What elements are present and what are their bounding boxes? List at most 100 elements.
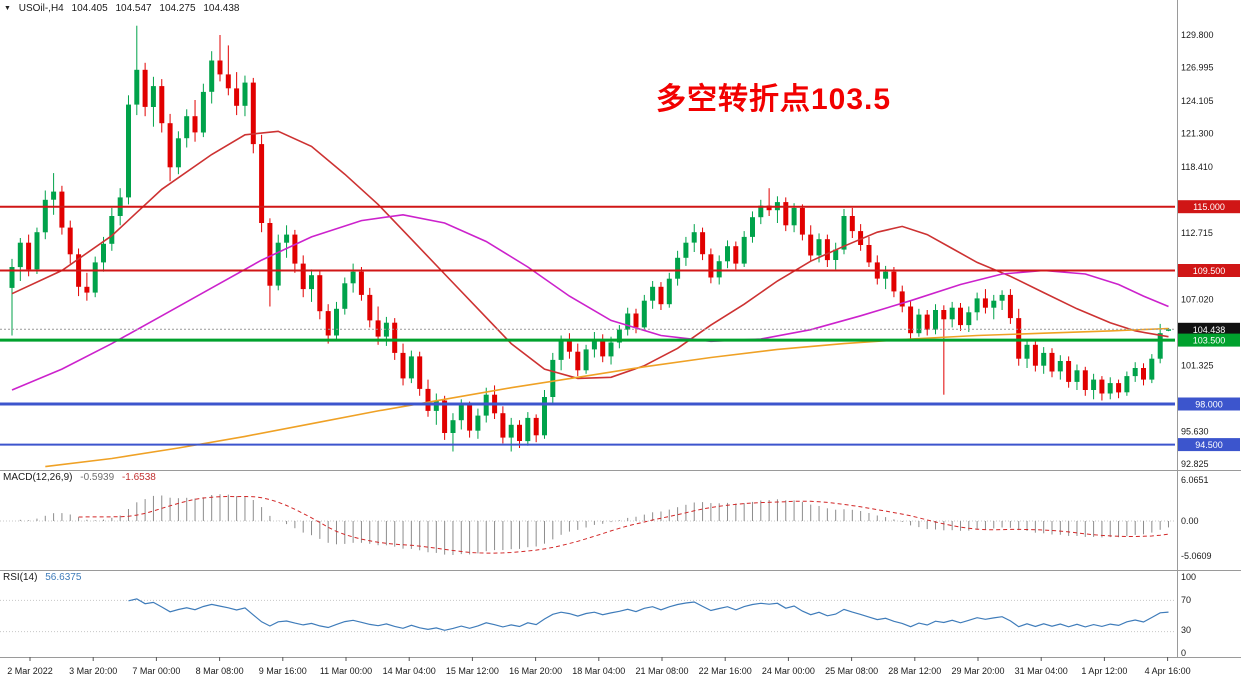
price-axis-label: 107.020 [1181,294,1214,304]
macd-axis-label: 6.0651 [1181,475,1209,485]
candle-body [999,294,1005,301]
price-badge-label: 109.500 [1193,266,1226,276]
ohlc-close: 104.438 [203,3,240,14]
date-label[interactable]: 15 Mar 12:00 [446,666,499,676]
candle-body [700,232,706,255]
price-axis-label: 101.325 [1181,360,1214,370]
date-label[interactable]: 16 Mar 20:00 [509,666,562,676]
candle-body [101,243,106,263]
price-badge [1178,264,1240,277]
candle-body [666,278,672,305]
date-label[interactable]: 18 Mar 04:00 [572,666,625,676]
candle-body [833,249,839,260]
collapse-chevron-icon[interactable]: ▼ [4,5,11,12]
date-label[interactable]: 25 Mar 08:00 [825,666,878,676]
candle-body [42,199,48,233]
candle-body [517,424,522,441]
date-label[interactable]: 22 Mar 16:00 [699,666,752,676]
date-label[interactable]: 28 Mar 12:00 [888,666,941,676]
date-label[interactable]: 14 Mar 04:00 [383,666,436,676]
candle-body [142,69,148,107]
macd-signal-line [78,495,1169,554]
candle-body [92,262,98,293]
price-axis-label: 126.995 [1181,63,1214,73]
candle-body [908,306,914,334]
candle-body [841,216,847,250]
candle-body [866,245,872,263]
candle-body [799,207,805,235]
rsi-axis-label: 70 [1181,595,1191,605]
candle-body [608,342,614,357]
candle-body [949,307,955,320]
ma-fast-red-line [11,130,1169,380]
date-label[interactable]: 3 Mar 20:00 [69,666,117,676]
candle-body [1049,352,1055,372]
candle-body [683,242,689,258]
candle-body [242,82,248,106]
candle-body [808,234,814,256]
price-axis-label: 95.630 [1181,427,1209,437]
macd-label: MACD(12,26,9) [3,472,73,483]
date-label[interactable]: 29 Mar 20:00 [951,666,1004,676]
candle-body [791,207,797,226]
candle-body [334,308,339,336]
price-badge [1178,438,1240,452]
date-label[interactable]: 4 Apr 16:00 [1145,666,1191,676]
date-label[interactable]: 1 Apr 12:00 [1081,666,1127,676]
candle-body [858,231,864,245]
candle-body [583,349,589,371]
candle-body [941,310,947,320]
candle-body [1091,379,1097,390]
ma-mid-magenta-line [11,213,1169,391]
price-badge-label: 103.500 [1193,336,1226,346]
price-badge [1178,200,1240,214]
candle-body [641,300,647,328]
candle-body [675,257,681,279]
candle-body [542,397,547,436]
date-label[interactable]: 21 Mar 08:00 [635,666,688,676]
date-label[interactable]: 8 Mar 08:00 [196,666,244,676]
candle-body [450,420,456,433]
rsi-axis-label: 100 [1181,572,1196,582]
candle-body [300,263,306,290]
chart-text-annotation[interactable]: 多空转折点103.5 [656,83,892,116]
date-label[interactable]: 7 Mar 00:00 [132,666,180,676]
candle-body [159,86,165,124]
candle-body [625,313,631,330]
date-label[interactable]: 11 Mar 00:00 [320,666,372,676]
price-axis-label: 124.105 [1181,96,1214,106]
candle-body [59,191,65,228]
candle-body [150,86,156,107]
candle-body [350,271,356,284]
candle-body [500,413,506,438]
candle-body [267,223,273,286]
macd-axis-label: -5.0609 [1181,551,1212,561]
candle-body [383,322,389,337]
candle-body [26,242,32,270]
candle-body [1016,318,1022,359]
date-label[interactable]: 31 Mar 04:00 [1015,666,1068,676]
candle-body [417,356,423,389]
price-badge-label: 104.438 [1193,325,1226,335]
rsi-axis-label: 30 [1181,625,1191,635]
candle-body [1141,368,1146,380]
candle-body [1116,383,1122,393]
price-axis-label: 92.825 [1181,459,1209,469]
candle-body [184,116,190,139]
candle-body [966,312,972,326]
candle-body [175,138,181,168]
date-label[interactable]: 24 Mar 00:00 [762,666,815,676]
candle-body [192,116,198,133]
date-label[interactable]: 2 Mar 2022 [7,666,53,676]
candle-body [9,267,15,288]
candle-body [558,341,564,360]
candle-body [200,91,206,133]
candle-body [1157,333,1163,359]
candle-body [392,322,398,353]
ohlc-open: 104.405 [71,3,108,14]
price-axis-label: 129.800 [1181,30,1214,40]
date-label[interactable]: 9 Mar 16:00 [259,666,307,676]
candle-body [750,217,755,237]
candle-body [442,400,448,433]
